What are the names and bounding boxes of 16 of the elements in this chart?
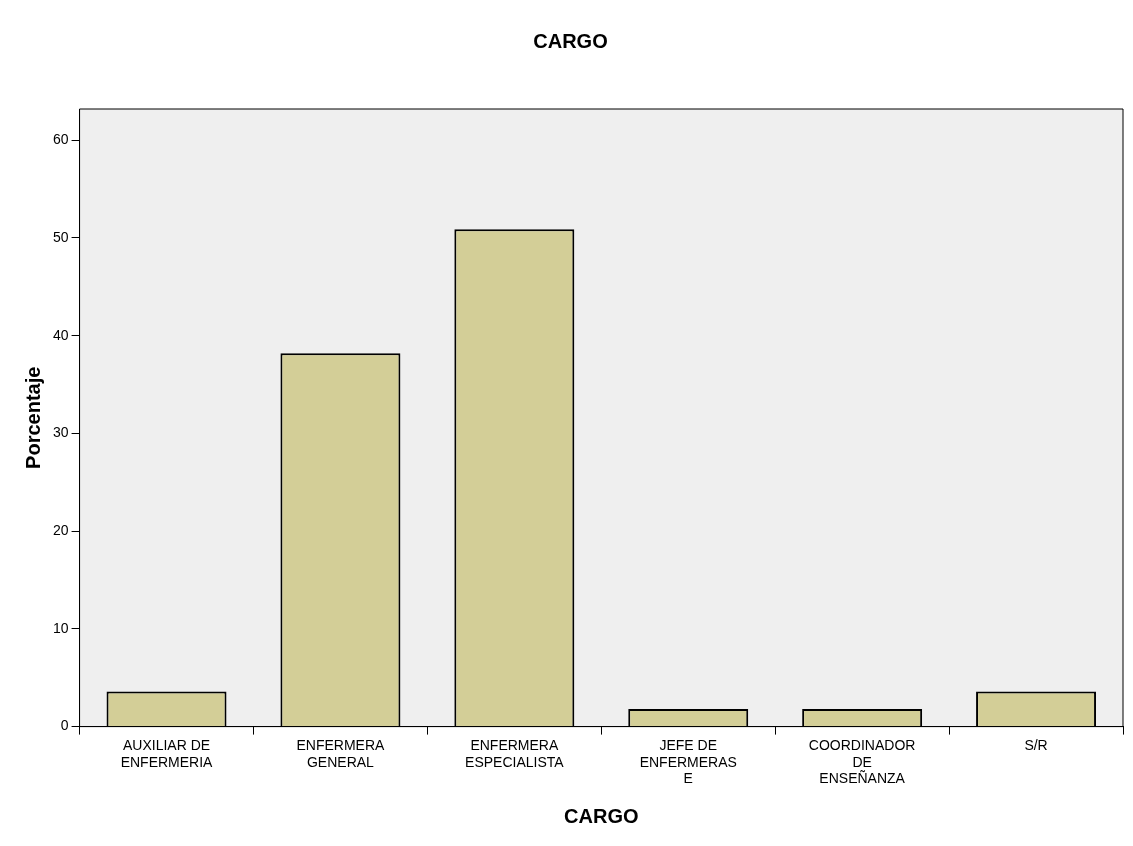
y-tick-label: 10 [52, 619, 69, 636]
x-tick-label: JEFE DE ENFERMERAS E [639, 736, 737, 787]
x-tick-label: ENFERMERA GENERAL [296, 736, 386, 770]
y-tick-label: 20 [52, 522, 69, 539]
y-tick-label: 0 [60, 717, 69, 734]
x-tick-label: COORDINADOR DE ENSEÑANZA [808, 736, 916, 787]
y-tick-label: 30 [52, 424, 69, 441]
x-axis-title: CARGO [564, 804, 639, 827]
x-tick-label: ENFERMERA ESPECIALISTA [465, 736, 565, 770]
x-tick-label: S/R [1024, 736, 1048, 753]
y-tick-label: 50 [52, 228, 69, 245]
chart-title: CARGO [533, 29, 608, 52]
x-tick-label: AUXILIAR DE ENFERMERIA [120, 736, 214, 770]
y-axis-title: Porcentaje [21, 366, 44, 469]
y-tick-label: 40 [52, 326, 69, 343]
y-tick-label: 60 [52, 131, 69, 148]
